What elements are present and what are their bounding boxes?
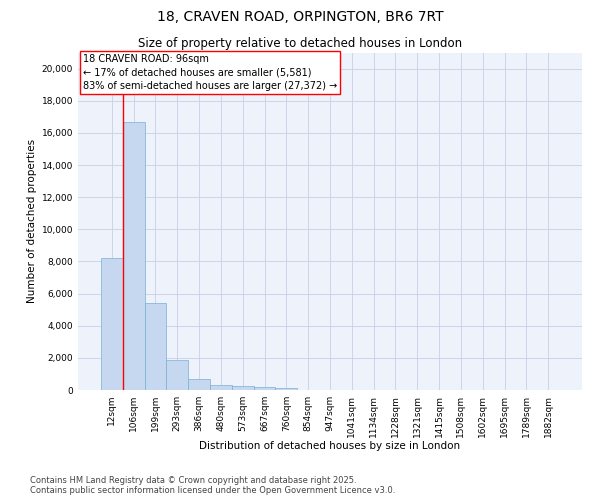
Text: 18 CRAVEN ROAD: 96sqm
← 17% of detached houses are smaller (5,581)
83% of semi-d: 18 CRAVEN ROAD: 96sqm ← 17% of detached … [83, 54, 337, 90]
Bar [188, 379, 210, 390]
Bar [254, 387, 275, 390]
Bar [275, 388, 297, 390]
Text: 18, CRAVEN ROAD, ORPINGTON, BR6 7RT: 18, CRAVEN ROAD, ORPINGTON, BR6 7RT [157, 10, 443, 24]
X-axis label: Distribution of detached houses by size in London: Distribution of detached houses by size … [199, 441, 461, 451]
Text: Size of property relative to detached houses in London: Size of property relative to detached ho… [138, 38, 462, 51]
Bar [232, 386, 254, 390]
Bar [123, 122, 145, 390]
Bar [210, 384, 232, 390]
Bar [145, 303, 166, 390]
Text: Contains HM Land Registry data © Crown copyright and database right 2025.
Contai: Contains HM Land Registry data © Crown c… [30, 476, 395, 495]
Bar [166, 360, 188, 390]
Y-axis label: Number of detached properties: Number of detached properties [28, 139, 37, 304]
Bar [101, 258, 123, 390]
